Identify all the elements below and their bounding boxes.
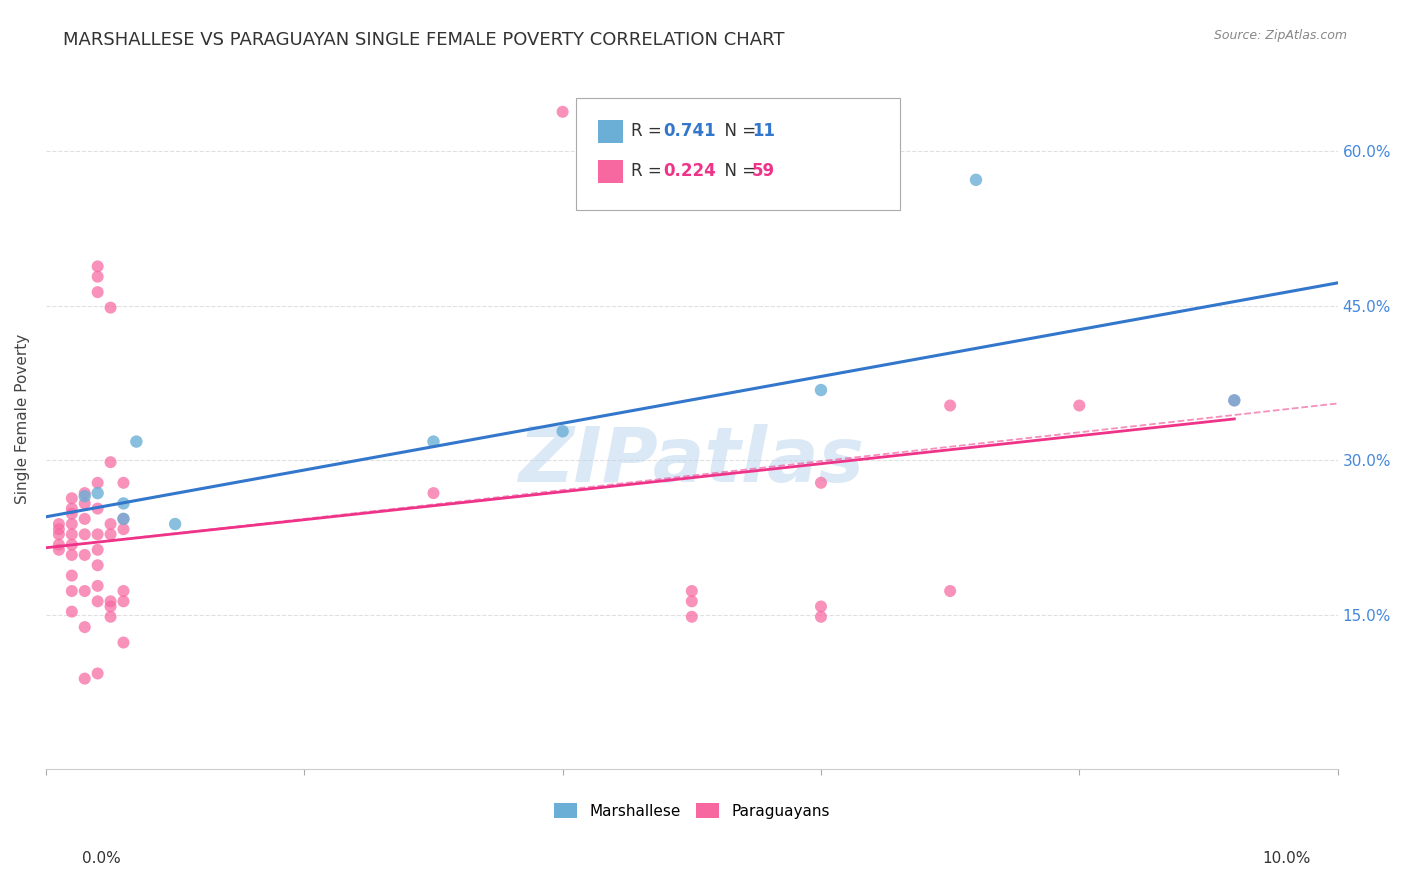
Point <box>60 584 83 599</box>
Point <box>1223 393 1246 408</box>
Point <box>86 542 108 557</box>
Point <box>422 434 444 449</box>
Point <box>810 383 832 397</box>
Text: 10.0%: 10.0% <box>1263 851 1310 865</box>
Point <box>73 527 96 541</box>
Point <box>86 269 108 284</box>
Point <box>112 512 135 526</box>
Point <box>100 594 122 608</box>
Point <box>112 584 135 599</box>
Point <box>810 599 832 614</box>
Point <box>60 568 83 582</box>
Point <box>939 399 962 413</box>
Point <box>125 434 148 449</box>
Point <box>112 635 135 649</box>
Point <box>73 548 96 562</box>
Point <box>60 516 83 531</box>
Point <box>60 527 83 541</box>
Point <box>681 609 703 624</box>
Point <box>1223 393 1246 408</box>
Point <box>86 501 108 516</box>
Point <box>551 104 574 119</box>
Point <box>86 558 108 573</box>
Point <box>100 599 122 614</box>
Point <box>810 475 832 490</box>
Point <box>86 260 108 274</box>
Point <box>810 609 832 624</box>
Point <box>100 455 122 469</box>
Point <box>681 594 703 608</box>
Point <box>73 496 96 510</box>
Point <box>73 512 96 526</box>
Point <box>86 527 108 541</box>
Y-axis label: Single Female Poverty: Single Female Poverty <box>15 334 30 504</box>
Point <box>112 594 135 608</box>
Point <box>100 516 122 531</box>
Text: Source: ZipAtlas.com: Source: ZipAtlas.com <box>1213 29 1347 42</box>
Point <box>100 527 122 541</box>
Point <box>60 507 83 521</box>
Point <box>48 538 70 552</box>
Point <box>112 522 135 536</box>
Point <box>60 538 83 552</box>
Text: 0.741: 0.741 <box>664 122 716 140</box>
Text: MARSHALLESE VS PARAGUAYAN SINGLE FEMALE POVERTY CORRELATION CHART: MARSHALLESE VS PARAGUAYAN SINGLE FEMALE … <box>63 31 785 49</box>
Point <box>681 584 703 599</box>
Point <box>60 605 83 619</box>
Point <box>422 486 444 500</box>
Point <box>73 489 96 503</box>
Point <box>60 501 83 516</box>
Text: N =: N = <box>714 162 762 180</box>
Point <box>939 584 962 599</box>
Point <box>112 475 135 490</box>
Point <box>60 548 83 562</box>
Point <box>48 516 70 531</box>
Text: ZIPatlas: ZIPatlas <box>519 424 865 498</box>
Point <box>86 666 108 681</box>
Point <box>86 486 108 500</box>
Text: 59: 59 <box>752 162 775 180</box>
Legend: Marshallese, Paraguayans: Marshallese, Paraguayans <box>548 797 835 825</box>
Text: 0.224: 0.224 <box>664 162 717 180</box>
Point <box>60 491 83 506</box>
Text: R =: R = <box>631 122 668 140</box>
Point <box>48 527 70 541</box>
Text: 11: 11 <box>752 122 775 140</box>
Point <box>86 594 108 608</box>
Point <box>86 475 108 490</box>
Point <box>1069 399 1091 413</box>
Point <box>73 486 96 500</box>
Text: R =: R = <box>631 162 668 180</box>
Point <box>100 609 122 624</box>
Point <box>48 542 70 557</box>
Point <box>73 620 96 634</box>
Point <box>86 579 108 593</box>
Point <box>73 672 96 686</box>
Point <box>100 301 122 315</box>
Point <box>112 496 135 510</box>
Text: 0.0%: 0.0% <box>82 851 121 865</box>
Point <box>86 285 108 300</box>
Point <box>48 522 70 536</box>
Point <box>165 516 187 531</box>
Point <box>965 173 987 187</box>
Point <box>112 512 135 526</box>
Point <box>551 424 574 438</box>
Point <box>73 584 96 599</box>
Text: N =: N = <box>714 122 762 140</box>
